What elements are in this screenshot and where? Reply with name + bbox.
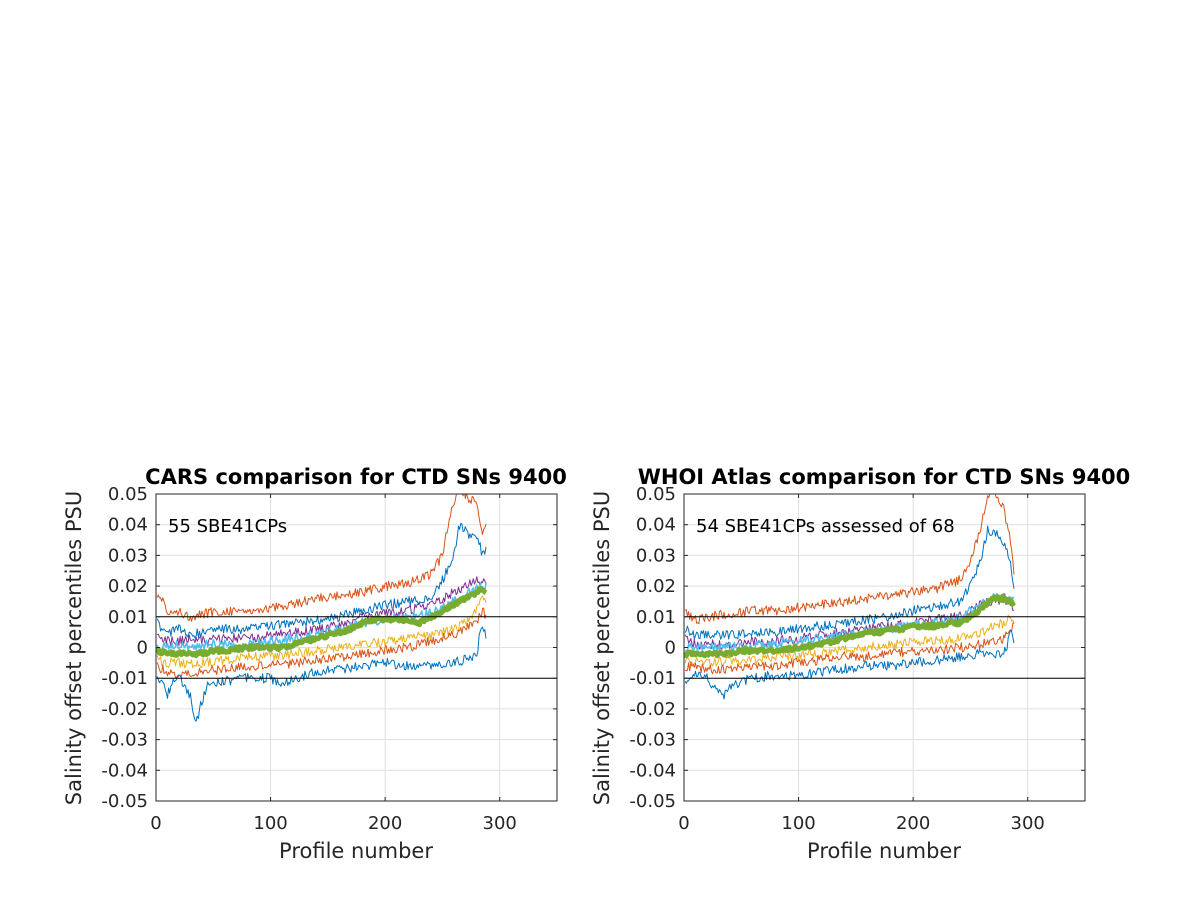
- y-tick-label: 0.04: [636, 515, 676, 536]
- series-line-p25: [684, 614, 1015, 667]
- y-tick-label: 0.01: [636, 607, 676, 628]
- y-tick-label: 0.04: [108, 515, 148, 536]
- y-tick-label: -0.04: [101, 760, 148, 781]
- x-tick-label: 0: [150, 813, 161, 834]
- y-tick-label: -0.04: [629, 760, 676, 781]
- y-tick-label: 0.05: [108, 484, 148, 505]
- y-tick-label: 0.03: [108, 545, 148, 566]
- y-axis-label: Salinity offset percentiles PSU: [62, 491, 86, 805]
- y-tick-label: -0.01: [101, 668, 148, 689]
- y-axis-label: Salinity offset percentiles PSU: [590, 491, 614, 805]
- y-tick-label: -0.01: [629, 668, 676, 689]
- x-tick-label: 100: [781, 813, 815, 834]
- x-tick-label: 200: [368, 813, 402, 834]
- y-tick-label: -0.02: [629, 699, 676, 720]
- y-tick-label: 0.02: [636, 576, 676, 597]
- series-line-p90: [156, 522, 487, 639]
- series-line-p25: [156, 595, 487, 669]
- series-line-p5: [684, 629, 1015, 700]
- series-line-p5: [156, 626, 487, 722]
- x-tick-label: 300: [1011, 813, 1045, 834]
- chart-title: WHOI Atlas comparison for CTD SNs 9400: [638, 465, 1131, 489]
- x-tick-label: 200: [896, 813, 930, 834]
- series-group: [684, 494, 1016, 700]
- x-tick-label: 100: [253, 813, 287, 834]
- y-tick-label: -0.03: [629, 730, 676, 751]
- chart-title: CARS comparison for CTD SNs 9400: [145, 465, 567, 489]
- y-tick-label: -0.05: [101, 791, 148, 812]
- x-tick-label: 0: [678, 813, 689, 834]
- series-line-p90: [684, 525, 1015, 640]
- whoi-atlas-comparison-panel: 0 100 200 300 -0.05 -0.04 -0.03 -0.02 -0.01 0 0.01…: [590, 465, 1130, 863]
- y-tick-label: 0.05: [636, 484, 676, 505]
- x-axis-label: Profile number: [279, 839, 433, 863]
- y-tick-label: 0.01: [108, 607, 148, 628]
- y-tick-label: -0.03: [101, 730, 148, 751]
- series-line-p95: [156, 494, 487, 622]
- y-tick-label: -0.05: [629, 791, 676, 812]
- series-line-p75: [156, 576, 487, 647]
- y-tick-label: 0: [137, 638, 148, 659]
- cars-comparison-panel: 0 100 200 300 -0.05 -0.04 -0.03 -0.02 -0.01 0 0.01…: [62, 465, 567, 863]
- y-tick-label: -0.02: [101, 699, 148, 720]
- y-tick-label: 0.03: [636, 545, 676, 566]
- float-count-annotation: 54 SBE41CPs assessed of 68: [696, 516, 955, 537]
- series-line-median: [156, 585, 488, 659]
- series-line-p75: [684, 593, 1014, 650]
- series-line-p10: [156, 607, 487, 679]
- series-line-median: [684, 593, 1016, 659]
- series-line-p10: [684, 622, 1015, 675]
- y-tick-label: 0: [665, 638, 676, 659]
- x-tick-label: 300: [483, 813, 517, 834]
- y-tick-label: 0.02: [108, 576, 148, 597]
- float-count-annotation: 55 SBE41CPs: [168, 516, 287, 537]
- x-axis-label: Profile number: [807, 839, 961, 863]
- series-line-p95: [684, 494, 1015, 625]
